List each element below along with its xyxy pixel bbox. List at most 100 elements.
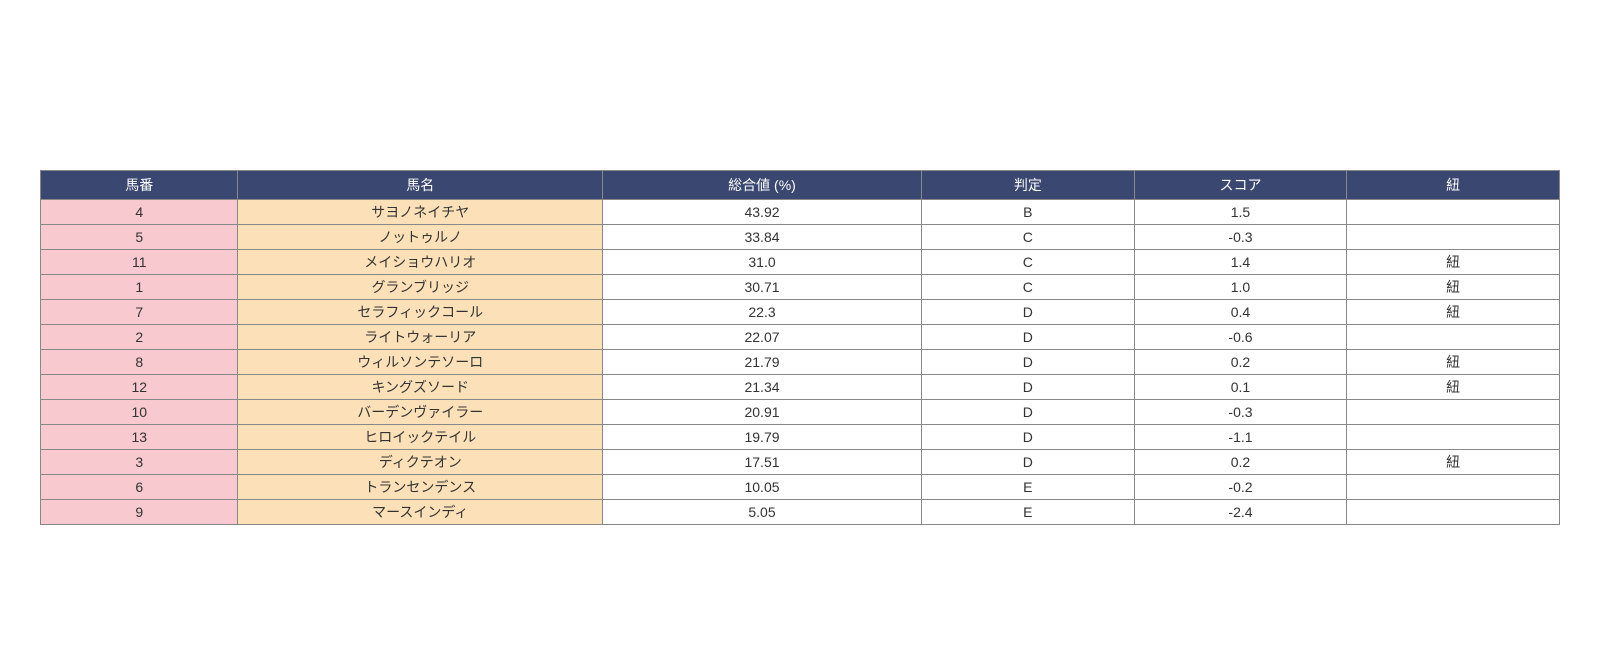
cell-num: 1 [41, 275, 238, 300]
cell-score: 1.0 [1134, 275, 1347, 300]
table-row: 5ノットゥルノ33.84C-0.3 [41, 225, 1560, 250]
cell-himo [1347, 225, 1560, 250]
cell-name: グランブリッジ [238, 275, 603, 300]
cell-num: 12 [41, 375, 238, 400]
cell-name: バーデンヴァイラー [238, 400, 603, 425]
table-row: 4サヨノネイチヤ43.92B1.5 [41, 200, 1560, 225]
cell-himo [1347, 325, 1560, 350]
cell-name: サヨノネイチヤ [238, 200, 603, 225]
column-header: 馬名 [238, 171, 603, 200]
cell-score: -0.6 [1134, 325, 1347, 350]
cell-score: 0.2 [1134, 450, 1347, 475]
cell-grade: D [922, 300, 1135, 325]
table-body: 4サヨノネイチヤ43.92B1.55ノットゥルノ33.84C-0.311メイショ… [41, 200, 1560, 525]
cell-total: 21.79 [603, 350, 922, 375]
cell-name: ヒロイックテイル [238, 425, 603, 450]
cell-grade: D [922, 325, 1135, 350]
cell-grade: D [922, 375, 1135, 400]
cell-num: 2 [41, 325, 238, 350]
cell-num: 3 [41, 450, 238, 475]
cell-total: 22.07 [603, 325, 922, 350]
table-row: 6トランセンデンス10.05E-0.2 [41, 475, 1560, 500]
cell-total: 10.05 [603, 475, 922, 500]
table-row: 13ヒロイックテイル19.79D-1.1 [41, 425, 1560, 450]
cell-total: 17.51 [603, 450, 922, 475]
cell-num: 6 [41, 475, 238, 500]
column-header: 総合値 (%) [603, 171, 922, 200]
cell-num: 4 [41, 200, 238, 225]
cell-grade: C [922, 250, 1135, 275]
table-row: 12キングズソード21.34D0.1紐 [41, 375, 1560, 400]
cell-name: ディクテオン [238, 450, 603, 475]
cell-score: -0.2 [1134, 475, 1347, 500]
data-table: 馬番馬名総合値 (%)判定スコア紐 4サヨノネイチヤ43.92B1.55ノットゥ… [40, 170, 1560, 525]
table-row: 1グランブリッジ30.71C1.0紐 [41, 275, 1560, 300]
table-row: 11メイショウハリオ31.0C1.4紐 [41, 250, 1560, 275]
column-header: 馬番 [41, 171, 238, 200]
cell-total: 33.84 [603, 225, 922, 250]
column-header: 紐 [1347, 171, 1560, 200]
cell-score: 0.4 [1134, 300, 1347, 325]
table-row: 3ディクテオン17.51D0.2紐 [41, 450, 1560, 475]
cell-himo [1347, 500, 1560, 525]
cell-score: 0.2 [1134, 350, 1347, 375]
cell-himo: 紐 [1347, 450, 1560, 475]
cell-grade: E [922, 475, 1135, 500]
cell-total: 43.92 [603, 200, 922, 225]
cell-score: 1.5 [1134, 200, 1347, 225]
cell-score: -1.1 [1134, 425, 1347, 450]
cell-total: 20.91 [603, 400, 922, 425]
table-row: 9マースインディ5.05E-2.4 [41, 500, 1560, 525]
cell-grade: D [922, 425, 1135, 450]
cell-himo [1347, 400, 1560, 425]
column-header: 判定 [922, 171, 1135, 200]
cell-himo [1347, 425, 1560, 450]
column-header: スコア [1134, 171, 1347, 200]
table-row: 2ライトウォーリア22.07D-0.6 [41, 325, 1560, 350]
table-row: 10バーデンヴァイラー20.91D-0.3 [41, 400, 1560, 425]
cell-score: 1.4 [1134, 250, 1347, 275]
cell-num: 13 [41, 425, 238, 450]
cell-score: -2.4 [1134, 500, 1347, 525]
cell-grade: D [922, 450, 1135, 475]
cell-num: 10 [41, 400, 238, 425]
cell-num: 5 [41, 225, 238, 250]
cell-total: 22.3 [603, 300, 922, 325]
cell-grade: C [922, 275, 1135, 300]
cell-himo: 紐 [1347, 300, 1560, 325]
cell-total: 19.79 [603, 425, 922, 450]
table-row: 7セラフィックコール22.3D0.4紐 [41, 300, 1560, 325]
cell-grade: B [922, 200, 1135, 225]
cell-total: 31.0 [603, 250, 922, 275]
cell-total: 5.05 [603, 500, 922, 525]
cell-grade: E [922, 500, 1135, 525]
cell-name: ウィルソンテソーロ [238, 350, 603, 375]
cell-himo: 紐 [1347, 275, 1560, 300]
cell-score: -0.3 [1134, 225, 1347, 250]
cell-himo [1347, 475, 1560, 500]
cell-num: 11 [41, 250, 238, 275]
table-row: 8ウィルソンテソーロ21.79D0.2紐 [41, 350, 1560, 375]
cell-grade: D [922, 400, 1135, 425]
cell-name: ライトウォーリア [238, 325, 603, 350]
cell-grade: C [922, 225, 1135, 250]
cell-score: 0.1 [1134, 375, 1347, 400]
cell-himo: 紐 [1347, 250, 1560, 275]
cell-himo: 紐 [1347, 350, 1560, 375]
cell-grade: D [922, 350, 1135, 375]
cell-num: 7 [41, 300, 238, 325]
cell-name: メイショウハリオ [238, 250, 603, 275]
cell-himo: 紐 [1347, 375, 1560, 400]
cell-name: セラフィックコール [238, 300, 603, 325]
cell-total: 21.34 [603, 375, 922, 400]
table-header-row: 馬番馬名総合値 (%)判定スコア紐 [41, 171, 1560, 200]
cell-score: -0.3 [1134, 400, 1347, 425]
cell-himo [1347, 200, 1560, 225]
cell-name: マースインディ [238, 500, 603, 525]
cell-name: ノットゥルノ [238, 225, 603, 250]
cell-name: キングズソード [238, 375, 603, 400]
cell-name: トランセンデンス [238, 475, 603, 500]
cell-num: 8 [41, 350, 238, 375]
cell-num: 9 [41, 500, 238, 525]
cell-total: 30.71 [603, 275, 922, 300]
